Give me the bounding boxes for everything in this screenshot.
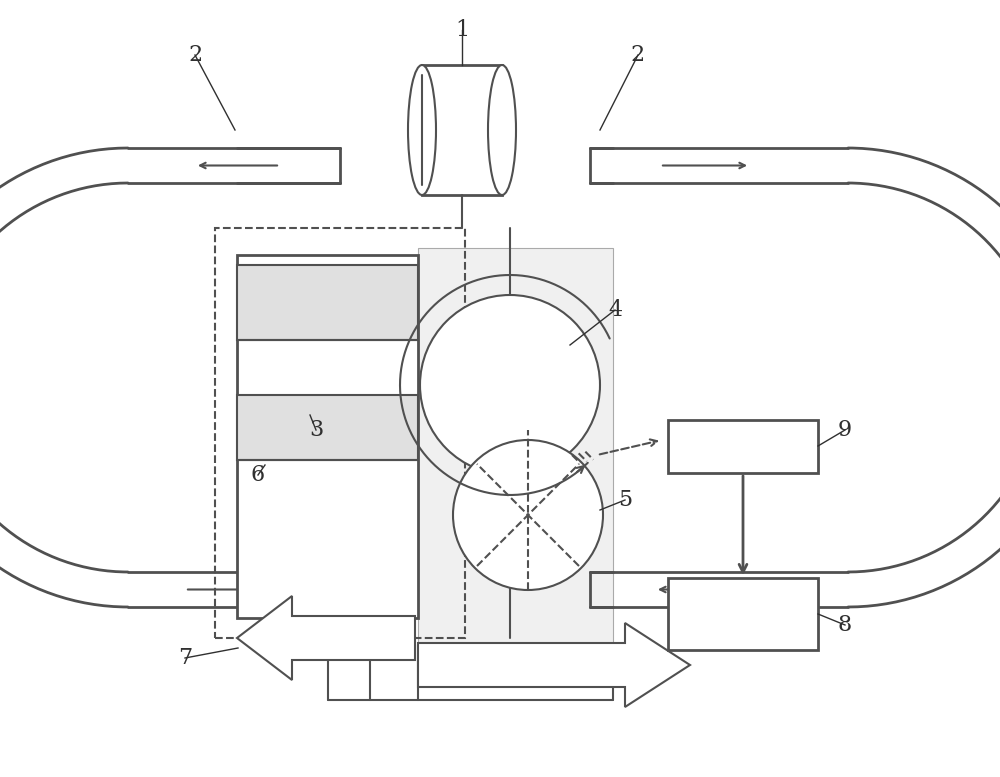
Polygon shape — [237, 596, 415, 680]
Text: 6: 6 — [251, 464, 265, 486]
Text: 7: 7 — [178, 647, 192, 669]
Circle shape — [453, 440, 603, 590]
Bar — [237, 395, 418, 460]
Bar — [237, 255, 418, 618]
Bar — [418, 248, 613, 645]
Text: 1: 1 — [455, 19, 469, 41]
Polygon shape — [418, 623, 690, 707]
Bar — [422, 65, 502, 195]
Bar — [668, 578, 818, 650]
Text: 5: 5 — [618, 489, 632, 511]
Bar — [668, 420, 818, 473]
Bar — [237, 265, 418, 340]
Text: 3: 3 — [309, 419, 323, 441]
Ellipse shape — [408, 65, 436, 195]
Text: 2: 2 — [188, 44, 202, 66]
Circle shape — [420, 295, 600, 475]
Text: 2: 2 — [631, 44, 645, 66]
Text: 8: 8 — [838, 614, 852, 636]
Text: 9: 9 — [838, 419, 852, 441]
Ellipse shape — [488, 65, 516, 195]
Bar — [215, 228, 465, 638]
Text: 4: 4 — [608, 299, 622, 321]
